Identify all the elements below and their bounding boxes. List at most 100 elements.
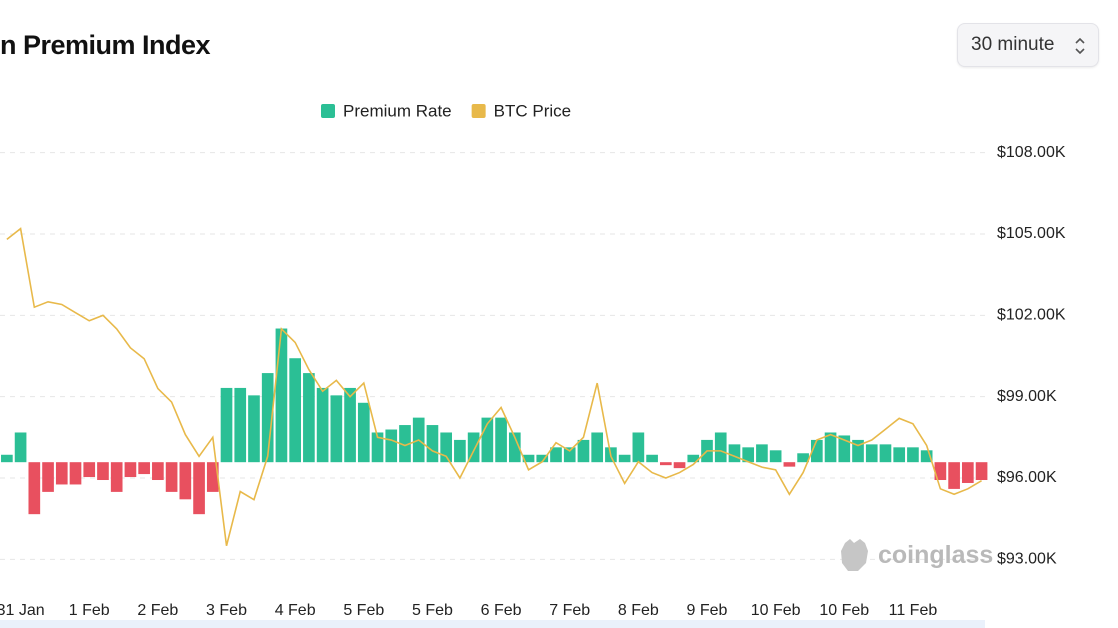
premium-bar — [28, 462, 41, 515]
premium-bar — [810, 439, 823, 463]
premium-bar — [646, 454, 658, 463]
watermark-text: coinglass — [878, 540, 994, 569]
interval-label: 30 minute — [971, 34, 1055, 55]
premium-bar — [385, 429, 398, 463]
page-title: n Premium Index — [0, 30, 211, 60]
premium-bar — [934, 462, 947, 481]
select-arrows — [1075, 37, 1085, 55]
premium-bar — [316, 387, 329, 463]
x-tick-label: 8 Feb — [618, 602, 659, 619]
x-tick-label: 10 Feb — [819, 602, 869, 619]
y-tick-label: $105.00K — [997, 225, 1066, 242]
premium-bar — [797, 453, 809, 463]
premium-bar — [522, 454, 535, 463]
premium-bar — [591, 432, 604, 463]
premium-bar — [632, 432, 645, 463]
premium-bar — [454, 439, 466, 463]
scroll-bar — [0, 620, 985, 628]
x-tick-label: 3 Feb — [206, 602, 247, 619]
y-tick-label: $102.00K — [997, 307, 1066, 324]
x-tick-label: 7 Feb — [549, 602, 590, 619]
x-tick-label: 5 Feb — [343, 602, 384, 619]
premium-bar — [248, 395, 260, 463]
premium-bar — [852, 439, 864, 463]
premium-bar — [756, 444, 768, 463]
y-tick-label: $96.00K — [997, 469, 1057, 486]
premium-bar — [577, 439, 590, 463]
premium-bar — [975, 462, 988, 481]
premium-bar — [769, 450, 782, 463]
premium-bar — [55, 462, 68, 485]
premium-bar — [69, 462, 82, 485]
premium-bar — [206, 462, 219, 492]
premium-bar — [165, 462, 178, 492]
interval-select[interactable]: 30 minute — [957, 23, 1099, 67]
premium-bar — [563, 447, 576, 463]
premium-bar — [179, 462, 192, 500]
premium-bar — [962, 462, 974, 483]
premium-bar — [440, 432, 453, 463]
premium-bar — [673, 462, 686, 469]
premium-bar — [742, 447, 755, 463]
premium-bar — [357, 402, 370, 463]
premium-bar — [1, 454, 13, 463]
y-tick-label: $99.00K — [997, 388, 1057, 405]
x-tick-label: 11 Feb — [889, 602, 938, 619]
x-tick-label: 6 Feb — [481, 602, 522, 619]
x-tick-label: 9 Feb — [687, 602, 728, 619]
premium-bar — [824, 432, 837, 463]
y-tick-label: $93.00K — [997, 551, 1057, 568]
x-tick-label: 1 Feb — [69, 602, 110, 619]
premium-bar — [14, 432, 27, 463]
x-tick-label: 31 Jan — [0, 602, 45, 619]
premium-bar — [687, 454, 700, 463]
premium-bar — [550, 447, 562, 463]
legend-item[interactable]: BTC Price — [471, 101, 571, 120]
premium-bar — [344, 387, 356, 463]
y-tick-label: $108.00K — [997, 144, 1066, 161]
premium-bar — [371, 432, 384, 463]
legend-swatch — [471, 104, 486, 118]
premium-bar — [783, 462, 796, 467]
watermark-icon — [841, 539, 868, 571]
watermark: coinglass — [838, 537, 993, 573]
premium-bar — [110, 462, 123, 492]
premium-bar — [838, 435, 851, 463]
premium-bar — [536, 454, 549, 463]
premium-bar — [659, 462, 672, 466]
legend-item[interactable]: Premium Rate — [321, 101, 452, 120]
premium-bar — [467, 432, 480, 463]
premium-bar — [193, 462, 205, 515]
x-tick-label: 2 Feb — [137, 602, 178, 619]
premium-bar — [124, 462, 137, 478]
x-tick-label: 5 Feb — [412, 602, 453, 619]
price-line — [6, 227, 982, 546]
premium-bar — [399, 425, 411, 463]
premium-bar — [275, 328, 288, 463]
premium-bar — [426, 425, 439, 463]
premium-bar — [879, 444, 892, 463]
premium-bar — [261, 373, 274, 463]
premium-bar — [220, 387, 233, 463]
premium-bar — [495, 417, 507, 463]
x-tick-label: 10 Feb — [751, 602, 801, 619]
premium-bar — [42, 462, 54, 492]
premium-bar — [138, 462, 150, 475]
premium-bar — [907, 447, 919, 463]
x-tick-label: 4 Feb — [275, 602, 316, 619]
premium-bar — [948, 462, 960, 489]
legend-label: Premium Rate — [343, 101, 452, 120]
premium-bar — [508, 432, 521, 463]
premium-bar — [893, 447, 906, 463]
premium-bar — [618, 454, 631, 463]
premium-bar — [330, 395, 343, 463]
premium-bar — [920, 450, 933, 463]
premium-bar — [152, 462, 164, 481]
premium-bar — [83, 462, 96, 478]
premium-bar — [234, 387, 247, 463]
premium-bar — [865, 444, 878, 463]
premium-bar — [97, 462, 109, 481]
premium-bar — [481, 417, 494, 463]
